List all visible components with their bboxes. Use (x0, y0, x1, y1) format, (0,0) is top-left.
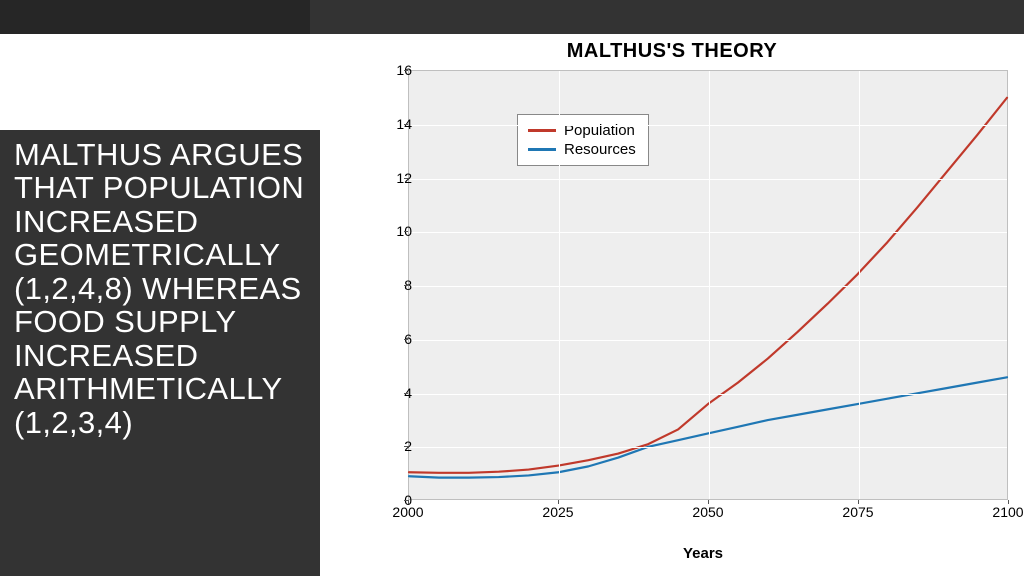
y-tick-label: 4 (352, 385, 412, 401)
x-tick-label: 2075 (842, 504, 873, 520)
grid-h (409, 179, 1007, 180)
grid-h (409, 125, 1007, 126)
line-layer (409, 71, 1007, 499)
y-tick-mark (404, 70, 408, 71)
x-tick-label: 2025 (542, 504, 573, 520)
series-resources (409, 377, 1007, 477)
x-tick-label: 2050 (692, 504, 723, 520)
y-tick-mark (404, 231, 408, 232)
y-tick-label: 8 (352, 277, 412, 293)
grid-v (559, 71, 560, 499)
y-tick-mark (404, 285, 408, 286)
y-tick-label: 10 (352, 223, 412, 239)
y-tick-mark (404, 339, 408, 340)
chart-title: MALTHUS'S THEORY (320, 40, 1024, 63)
x-tick-mark (558, 500, 559, 504)
y-tick-mark (404, 124, 408, 125)
legend: PopulationResources (517, 114, 649, 166)
y-tick-mark (404, 178, 408, 179)
y-tick-label: 16 (352, 62, 412, 78)
chart-container: MALTHUS'S THEORY Population and resource… (320, 34, 1024, 576)
legend-label: Resources (564, 141, 636, 158)
grid-h (409, 286, 1007, 287)
y-tick-mark (404, 393, 408, 394)
headline-text: MALTHUS ARGUES THAT POPULATION INCREASED… (14, 138, 306, 439)
grid-h (409, 340, 1007, 341)
x-tick-mark (708, 500, 709, 504)
plot-area: PopulationResources (408, 70, 1008, 500)
x-tick-mark (1008, 500, 1009, 504)
x-tick-label: 2000 (392, 504, 423, 520)
grid-h (409, 447, 1007, 448)
y-tick-mark (404, 446, 408, 447)
x-axis-label: Years (386, 545, 1020, 562)
legend-entry: Resources (528, 140, 636, 159)
grid-v (859, 71, 860, 499)
y-tick-label: 6 (352, 331, 412, 347)
grid-v (709, 71, 710, 499)
y-tick-label: 12 (352, 170, 412, 186)
legend-swatch (528, 129, 556, 132)
top-bar (0, 0, 1024, 34)
x-tick-label: 2100 (992, 504, 1023, 520)
left-text-panel: MALTHUS ARGUES THAT POPULATION INCREASED… (0, 130, 320, 576)
top-bar-accent (0, 0, 310, 34)
x-tick-mark (408, 500, 409, 504)
grid-h (409, 232, 1007, 233)
y-tick-label: 2 (352, 438, 412, 454)
plot-wrap: Population and resources (units) Years P… (330, 70, 1020, 558)
legend-swatch (528, 148, 556, 151)
y-tick-label: 14 (352, 116, 412, 132)
grid-h (409, 394, 1007, 395)
x-tick-mark (858, 500, 859, 504)
